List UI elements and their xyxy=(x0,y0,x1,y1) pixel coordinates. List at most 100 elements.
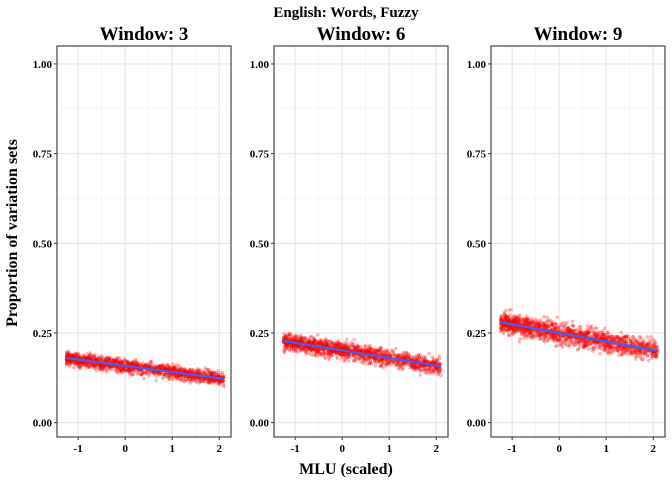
scatter-point xyxy=(119,367,123,371)
scatter-point xyxy=(419,364,423,368)
scatter-point xyxy=(178,378,182,382)
y-tick-label: 0.25 xyxy=(467,328,487,340)
scatter-point xyxy=(211,370,215,374)
scatter-point xyxy=(334,341,339,346)
scatter-point xyxy=(115,371,120,375)
scatter-point xyxy=(94,364,98,368)
scatter-point xyxy=(513,315,517,319)
scatter-point xyxy=(577,339,581,343)
scatter-point xyxy=(78,365,83,369)
scatter-point xyxy=(88,356,92,360)
scatter-point xyxy=(131,359,135,364)
facet-panel: Window: 30.000.250.500.751.00-1 0 1 2 xyxy=(33,24,232,455)
panel-border xyxy=(273,45,449,438)
scatter-point xyxy=(401,367,405,371)
scatter-point xyxy=(152,365,156,369)
scatter-point xyxy=(167,365,172,369)
scatter-point xyxy=(128,362,133,366)
scatter-point xyxy=(383,361,387,365)
scatter-point xyxy=(176,367,181,371)
scatter-point xyxy=(104,356,108,361)
scatter-point xyxy=(174,367,178,371)
scatter-point xyxy=(69,353,73,357)
scatter-point xyxy=(595,326,599,330)
scatter-point xyxy=(174,374,178,378)
panel-grid xyxy=(274,46,448,437)
scatter-point xyxy=(596,332,600,336)
scatter-point xyxy=(187,367,192,371)
scatter-point xyxy=(125,369,130,373)
scatter-point xyxy=(210,381,215,385)
scatter-point xyxy=(328,354,333,358)
scatter-point xyxy=(146,372,150,376)
scatter-point xyxy=(118,367,123,371)
scatter-point xyxy=(65,351,70,355)
scatter-point xyxy=(140,372,144,376)
scatter-point xyxy=(80,363,84,367)
scatter-point xyxy=(154,378,158,383)
scatter-point xyxy=(534,317,539,322)
scatter-point xyxy=(126,361,130,366)
scatter-point xyxy=(142,376,146,381)
scatter-point xyxy=(143,371,147,375)
scatter-point xyxy=(78,361,83,365)
scatter-point xyxy=(117,355,122,360)
scatter-point xyxy=(207,380,211,384)
scatter-point xyxy=(629,349,634,353)
scatter-point xyxy=(191,377,195,381)
scatter-point xyxy=(72,365,76,370)
scatter-point xyxy=(127,371,132,376)
scatter-point xyxy=(638,354,643,358)
scatter-point xyxy=(100,367,104,371)
scatter-point xyxy=(418,373,422,377)
scatter-point xyxy=(64,362,69,366)
scatter-point xyxy=(313,354,317,358)
scatter-point xyxy=(418,352,422,357)
scatter-point xyxy=(372,357,377,361)
scatter-point xyxy=(203,377,208,381)
scatter-point xyxy=(94,357,98,361)
scatter-point xyxy=(134,362,139,366)
scatter-point xyxy=(183,367,187,371)
scatter-point xyxy=(207,379,212,383)
scatter-point xyxy=(126,361,130,366)
scatter-point xyxy=(139,363,143,367)
scatter-point xyxy=(65,360,69,364)
scatter-point xyxy=(591,349,595,354)
scatter-point xyxy=(545,315,549,319)
scatter-point xyxy=(283,334,288,338)
scatter-point xyxy=(122,356,127,361)
scatter-point xyxy=(308,335,312,339)
scatter-point xyxy=(326,349,330,353)
scatter-point xyxy=(65,360,70,364)
scatter-point xyxy=(423,370,427,375)
scatter-point xyxy=(144,370,149,374)
scatter-point xyxy=(588,342,593,346)
scatter-point xyxy=(424,359,428,363)
scatter-point xyxy=(163,373,167,378)
scatter-point xyxy=(98,364,102,368)
scatter-point xyxy=(166,375,170,379)
scatter-point xyxy=(64,361,69,365)
scatter-point xyxy=(207,370,211,375)
scatter-point xyxy=(342,345,346,349)
scatter-point xyxy=(201,371,205,375)
scatter-point xyxy=(365,362,369,366)
scatter-point xyxy=(195,369,200,374)
y-tick-label: 0.75 xyxy=(467,149,487,161)
scatter-point xyxy=(589,325,593,330)
scatter-point xyxy=(644,351,648,355)
scatter-point xyxy=(439,373,443,378)
scatter-point xyxy=(102,365,106,369)
x-tick-label: 0 xyxy=(339,443,345,455)
scatter-point xyxy=(542,340,547,344)
scatter-point xyxy=(122,369,127,373)
scatter-point xyxy=(545,324,550,328)
scatter-point xyxy=(99,358,104,362)
scatter-point xyxy=(645,354,650,358)
y-tick-label: 0.50 xyxy=(33,238,53,250)
scatter-point xyxy=(539,336,543,340)
scatter-point xyxy=(93,352,97,357)
scatter-point xyxy=(585,340,589,344)
y-tick-label: 1.00 xyxy=(33,59,53,71)
